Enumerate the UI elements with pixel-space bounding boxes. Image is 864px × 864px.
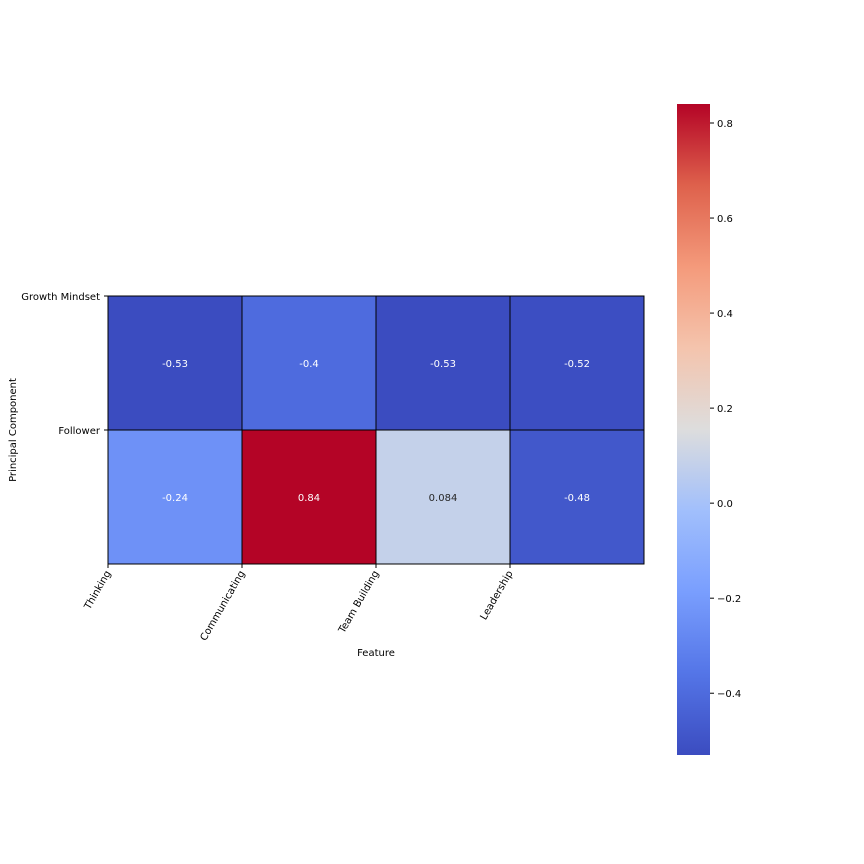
colorbar-tick-label: 0.0	[717, 499, 733, 510]
heatmap-cell-value: 0.84	[298, 493, 320, 504]
heatmap-cells	[107, 295, 645, 565]
heatmap-cell-value: -0.24	[162, 493, 188, 504]
colorbar-tick-label: −0.4	[717, 689, 741, 700]
colorbar-tick-label: 0.8	[717, 119, 733, 130]
x-tick-label: Team Building	[336, 569, 381, 636]
x-tick-label: Thinking	[82, 569, 113, 612]
heatmap-cell	[107, 295, 243, 431]
heatmap-cell-value: 0.084	[429, 493, 458, 504]
colorbar-tick-label: 0.4	[717, 309, 733, 320]
colorbar-tick-label: 0.6	[717, 214, 733, 225]
heatmap-cell	[375, 295, 511, 431]
x-axis-ticks: Thinking Communicating Team Building Leader…	[82, 564, 516, 643]
colorbar-tick-label: 0.2	[717, 404, 733, 415]
heatmap-cell	[509, 429, 645, 565]
y-tick-label: Follower	[58, 426, 101, 437]
colorbar-ticks: 0.8 0.6 0.4 0.2 0.0 −0.2 −0.4	[710, 119, 741, 700]
heatmap-cell-value: -0.53	[162, 359, 188, 370]
heatmap-cell	[241, 295, 377, 431]
heatmap-cell	[375, 429, 511, 565]
heatmap-cell	[107, 429, 243, 565]
heatmap-cell-value: -0.53	[430, 359, 456, 370]
y-axis-ticks: Growth Mindset Follower	[21, 292, 108, 437]
x-tick-label: Communicating	[199, 569, 248, 643]
heatmap-cell-labels: -0.53 -0.4 -0.53 -0.52 -0.24 0.84 0.084 -0.48	[162, 359, 590, 504]
y-axis-label: Principal Component	[8, 378, 19, 482]
colorbar	[677, 104, 710, 755]
x-tick-label: Leadership	[479, 569, 516, 622]
colorbar-tick-label: −0.2	[717, 594, 741, 605]
heatmap-cell	[241, 429, 377, 565]
heatmap-cell-value: -0.4	[299, 359, 319, 370]
heatmap-cell-value: -0.48	[564, 493, 590, 504]
x-axis-label: Feature	[357, 648, 395, 659]
y-tick-label: Growth Mindset	[21, 292, 100, 303]
heatmap-cell	[509, 295, 645, 431]
heatmap-cell-value: -0.52	[564, 359, 590, 370]
